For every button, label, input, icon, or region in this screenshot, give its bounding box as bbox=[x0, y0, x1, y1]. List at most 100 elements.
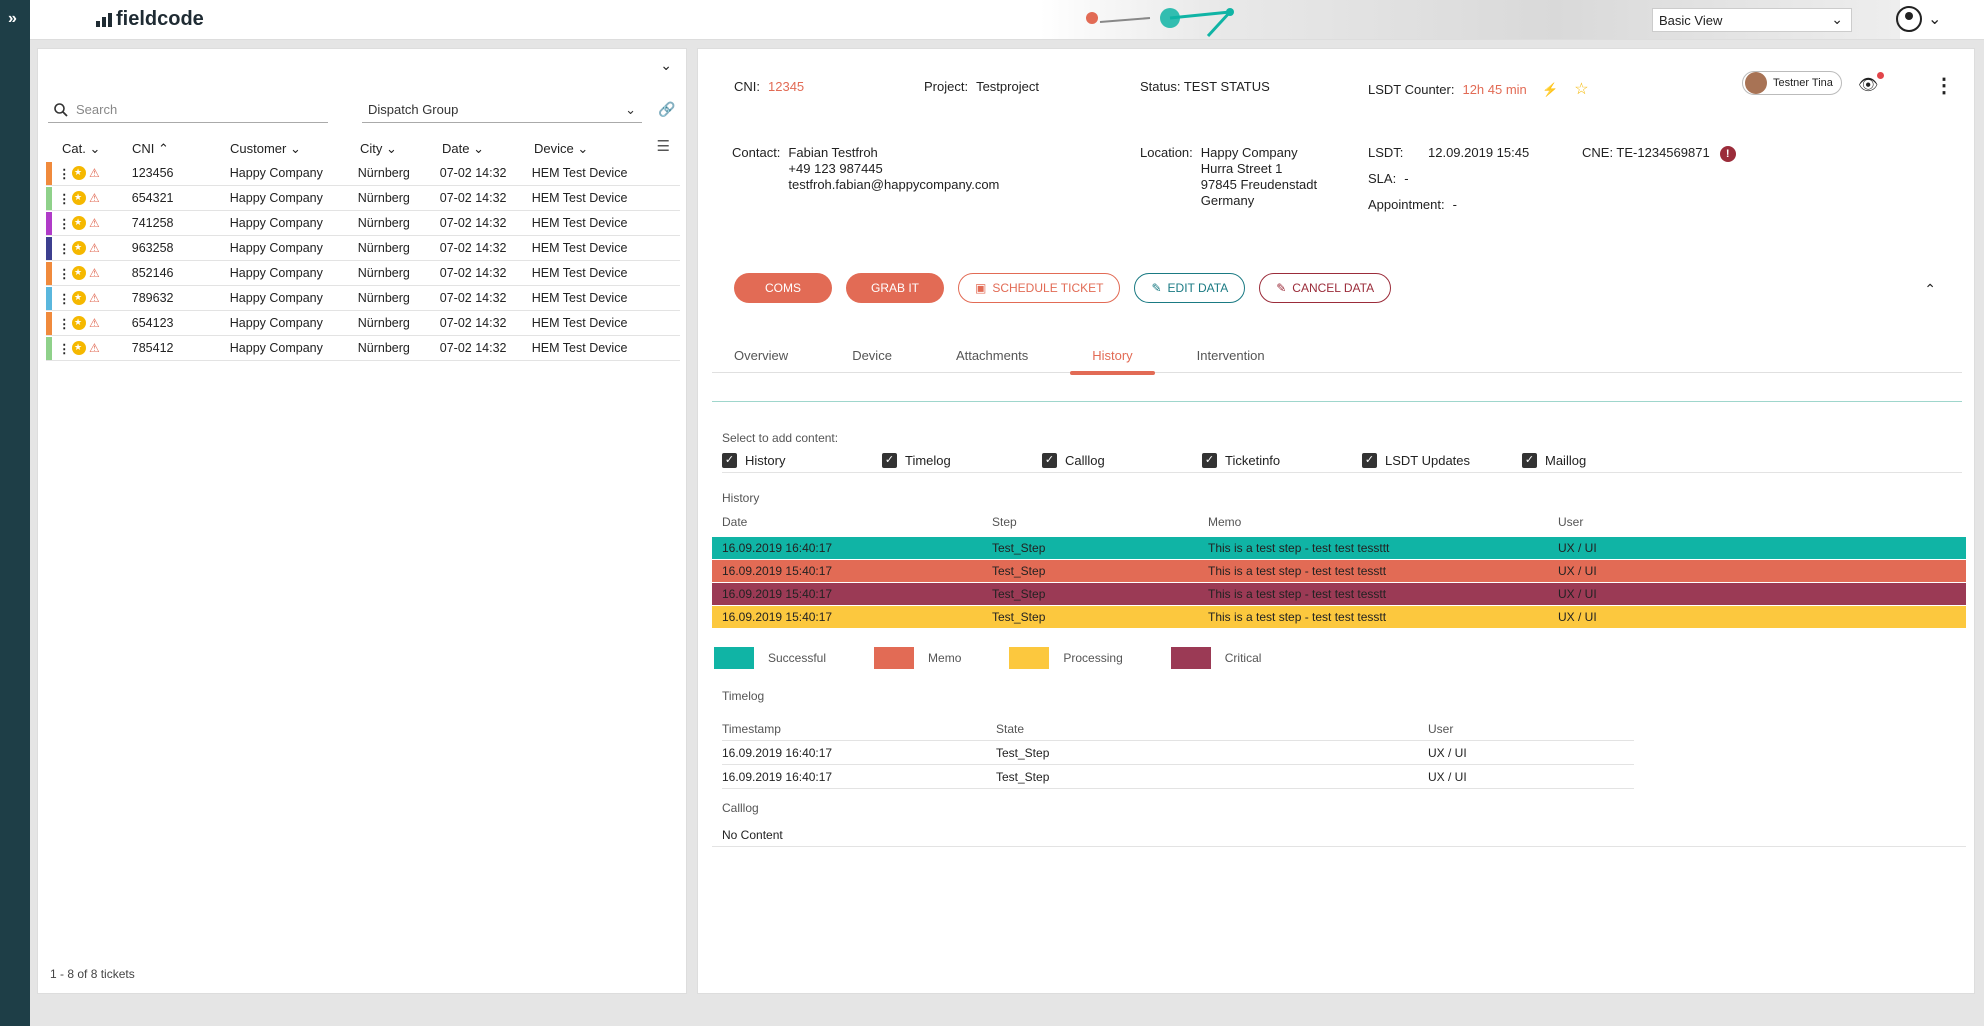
history-row[interactable]: 16.09.2019 16:40:17 Test_Step This is a … bbox=[712, 537, 1966, 559]
row-menu-icon[interactable]: ⋮ bbox=[58, 191, 71, 206]
action-buttons: COMS GRAB IT ▣ SCHEDULE TICKET ✎ EDIT DATA… bbox=[734, 273, 1392, 303]
more-menu-icon[interactable]: ⋮ bbox=[1934, 75, 1954, 97]
table-row[interactable]: ⋮ ⚠ 785412 Happy Company Nürnberg 07-02 … bbox=[46, 336, 680, 361]
history-row[interactable]: 16.09.2019 15:40:17 Test_Step This is a … bbox=[712, 606, 1966, 628]
column-header-customer[interactable]: Customer ⌄ bbox=[230, 141, 301, 156]
schedule-ticket-button[interactable]: ▣ SCHEDULE TICKET bbox=[958, 273, 1121, 303]
divider bbox=[712, 401, 1962, 402]
owner-chip[interactable]: Testner Tina bbox=[1742, 71, 1842, 95]
row-cni: 741258 bbox=[131, 216, 174, 230]
table-row[interactable]: ⋮ ⚠ 789632 Happy Company Nürnberg 07-02 … bbox=[46, 286, 680, 311]
table-row[interactable]: ⋮ ⚠ 654321 Happy Company Nürnberg 07-02 … bbox=[46, 186, 680, 211]
view-select-value: Basic View bbox=[1659, 13, 1723, 28]
column-header-device[interactable]: Device ⌄ bbox=[534, 141, 589, 156]
owner-name: Testner Tina bbox=[1773, 77, 1833, 89]
dispatch-group-select[interactable]: Dispatch Group ⌄ bbox=[362, 97, 642, 123]
coms-button[interactable]: COMS bbox=[734, 273, 832, 303]
timelog-section-title: Timelog bbox=[722, 689, 765, 703]
row-cni: 789632 bbox=[131, 291, 174, 305]
row-device: HEM Test Device bbox=[531, 291, 628, 305]
table-row[interactable]: ⋮ ⚠ 852146 Happy Company Nürnberg 07-02 … bbox=[46, 261, 680, 286]
checkbox-ticketinfo[interactable]: ✓ Ticketinfo bbox=[1202, 449, 1362, 472]
table-row[interactable]: ⋮ ⚠ 654123 Happy Company Nürnberg 07-02 … bbox=[46, 311, 680, 336]
row-city: Nürnberg bbox=[357, 316, 410, 330]
binoculars-icon[interactable]: 👁 bbox=[1858, 72, 1885, 95]
history-row[interactable]: 16.09.2019 15:40:17 Test_Step This is a … bbox=[712, 560, 1966, 582]
checkbox-calllog[interactable]: ✓ Calllog bbox=[1042, 449, 1202, 472]
pencil-icon: ✎ bbox=[1276, 281, 1287, 295]
edit-data-button[interactable]: ✎ EDIT DATA bbox=[1134, 273, 1246, 303]
row-menu-icon[interactable]: ⋮ bbox=[58, 316, 71, 331]
grab-it-button[interactable]: GRAB IT bbox=[846, 273, 944, 303]
timelog-row: 16.09.2019 16:40:17 Test_Step UX / UI bbox=[722, 741, 1634, 765]
checkbox-maillog[interactable]: ✓ Maillog bbox=[1522, 449, 1682, 472]
column-header-date[interactable]: Date ⌄ bbox=[442, 141, 484, 156]
search-input[interactable]: Search bbox=[48, 97, 328, 123]
column-settings-icon[interactable]: ☰ bbox=[656, 138, 670, 155]
location-line: Hurra Street 1 bbox=[1200, 161, 1283, 176]
user-menu[interactable]: ⌄ bbox=[1896, 6, 1941, 32]
checkmark-icon: ✓ bbox=[1202, 453, 1217, 468]
warning-icon: ⚠ bbox=[89, 191, 100, 205]
top-bar: fieldcode Basic View ⌄ ⌄ bbox=[30, 0, 1984, 40]
tab-history[interactable]: History bbox=[1070, 337, 1156, 375]
row-menu-icon[interactable]: ⋮ bbox=[58, 216, 71, 231]
alert-icon[interactable]: ! bbox=[1719, 145, 1736, 162]
priority-star-icon bbox=[72, 341, 86, 355]
lsdt-info: LSDT: 12.09.2019 15:45 SLA: - Appointment:… bbox=[1368, 145, 1530, 212]
ticket-status: Status: TEST STATUS bbox=[1140, 79, 1270, 94]
timelog-row: 16.09.2019 16:40:17 Test_Step UX / UI bbox=[722, 765, 1634, 789]
column-header-step: Step bbox=[992, 515, 1017, 529]
tab-overview[interactable]: Overview bbox=[734, 347, 789, 363]
legend-item: Successful bbox=[714, 647, 826, 669]
notification-dot bbox=[1877, 72, 1885, 79]
row-menu-icon[interactable]: ⋮ bbox=[58, 291, 71, 306]
history-row[interactable]: 16.09.2019 15:40:17 Test_Step This is a … bbox=[712, 583, 1966, 605]
calllog-section-title: Calllog bbox=[722, 801, 759, 815]
view-select[interactable]: Basic View ⌄ bbox=[1652, 8, 1852, 32]
warning-icon: ⚠ bbox=[89, 341, 100, 355]
status-legend: Successful Memo Processing Critical bbox=[714, 647, 1309, 669]
chevron-down-icon[interactable]: ⌄ bbox=[1928, 11, 1942, 28]
tab-device[interactable]: Device bbox=[852, 347, 892, 363]
cancel-data-button[interactable]: ✎ CANCEL DATA bbox=[1259, 273, 1392, 303]
tab-intervention[interactable]: Intervention bbox=[1196, 347, 1265, 363]
dispatch-group-value: Dispatch Group bbox=[368, 102, 459, 117]
row-customer: Happy Company bbox=[229, 166, 323, 180]
tab-attachments[interactable]: Attachments bbox=[955, 347, 1029, 363]
legend-item: Critical bbox=[1170, 647, 1261, 669]
column-header-city[interactable]: City ⌄ bbox=[360, 141, 397, 156]
collapse-up-icon[interactable]: ⌃ bbox=[1924, 281, 1936, 297]
collapse-down-icon[interactable]: ⌄ bbox=[660, 57, 672, 73]
row-menu-icon[interactable]: ⋮ bbox=[58, 241, 71, 256]
checkbox-timelog[interactable]: ✓ Timelog bbox=[882, 449, 1042, 472]
priority-star-icon bbox=[72, 191, 86, 205]
checkbox-lsdt-updates[interactable]: ✓ LSDT Updates bbox=[1362, 449, 1522, 472]
contact-phone: +49 123 987445 bbox=[788, 161, 883, 176]
column-header-cni[interactable]: CNI ⌃ bbox=[132, 141, 169, 156]
priority-star-icon bbox=[72, 316, 86, 330]
row-customer: Happy Company bbox=[229, 241, 323, 255]
link-icon[interactable]: 🔗 bbox=[658, 101, 676, 117]
logo-mark bbox=[96, 12, 112, 27]
table-row[interactable]: ⋮ ⚠ 963258 Happy Company Nürnberg 07-02 … bbox=[46, 236, 680, 261]
user-account-icon[interactable] bbox=[1896, 6, 1922, 32]
row-menu-icon[interactable]: ⋮ bbox=[58, 266, 71, 281]
column-header-cat[interactable]: Cat. ⌄ bbox=[62, 141, 101, 156]
checkbox-history[interactable]: ✓ History bbox=[722, 449, 882, 472]
pagination-info: 1 - 8 of 8 tickets bbox=[50, 967, 135, 981]
logo-text: fieldcode bbox=[116, 8, 204, 30]
row-menu-icon[interactable]: ⋮ bbox=[58, 341, 71, 356]
row-customer: Happy Company bbox=[229, 316, 323, 330]
category-color bbox=[46, 336, 52, 360]
row-customer: Happy Company bbox=[229, 341, 323, 355]
expand-rail-icon[interactable]: » bbox=[8, 10, 17, 27]
search-icon bbox=[54, 102, 68, 117]
lightning-icon: ⚡ bbox=[1542, 82, 1559, 97]
row-menu-icon[interactable]: ⋮ bbox=[58, 166, 71, 181]
category-color bbox=[46, 311, 52, 335]
star-icon[interactable]: ☆ bbox=[1574, 81, 1589, 98]
table-row[interactable]: ⋮ ⚠ 123456 Happy Company Nürnberg 07-02 … bbox=[46, 161, 680, 186]
table-row[interactable]: ⋮ ⚠ 741258 Happy Company Nürnberg 07-02 … bbox=[46, 211, 680, 236]
category-color bbox=[46, 161, 52, 185]
